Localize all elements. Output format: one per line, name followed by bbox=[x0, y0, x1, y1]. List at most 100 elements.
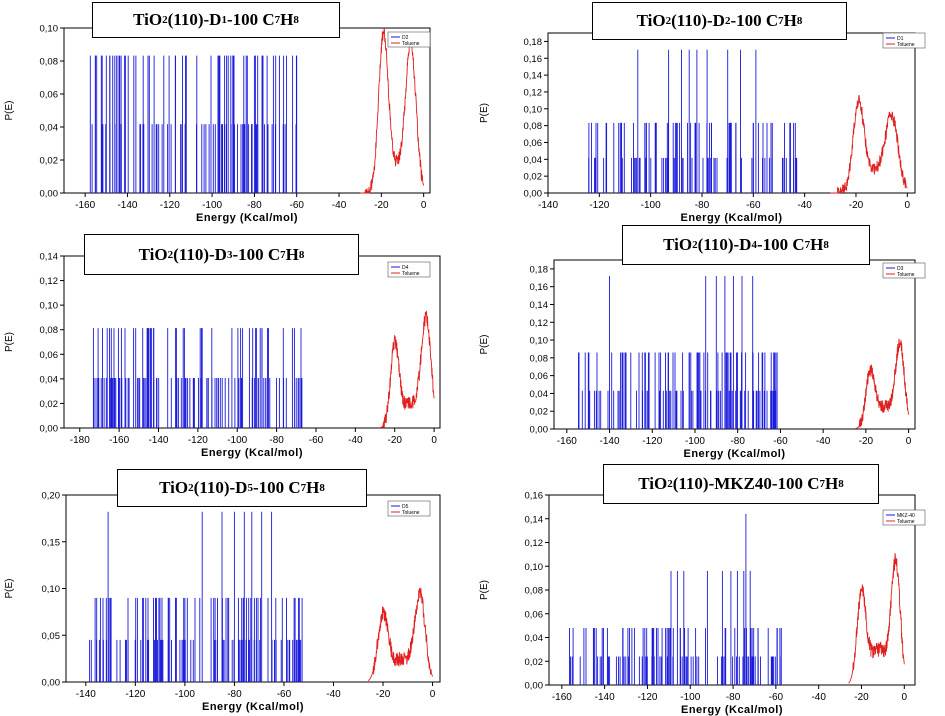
y-tick-label: 0,14 bbox=[524, 71, 543, 82]
panel-d2: -140 -120 -100 -80 -60 -40 -20 0 0,00 0,02 0,04 0,0… bbox=[475, 0, 945, 225]
title-main: TiO bbox=[138, 244, 168, 264]
title-main: (110)-D bbox=[193, 478, 248, 497]
title-sub: 8 bbox=[319, 482, 325, 494]
x-tick-label: -40 bbox=[326, 689, 341, 700]
x-tick-label: -120 bbox=[125, 689, 145, 700]
y-tick-label: 0,04 bbox=[525, 633, 544, 644]
y-tick-label: 0,06 bbox=[40, 90, 59, 101]
title-sub: 2 bbox=[692, 239, 698, 251]
panel-d5: -140 -120 -100 -80 -60 -40 -20 0 0,00 0,05 0,10 0,1… bbox=[0, 465, 470, 716]
y-tick-label: 0,08 bbox=[530, 353, 549, 364]
x-tick-label: -80 bbox=[227, 689, 242, 700]
y-tick-label: 0,10 bbox=[530, 336, 549, 347]
y-tick-label: 0,00 bbox=[40, 189, 59, 200]
title-sub: 7 bbox=[280, 248, 286, 261]
adsorbate-bars bbox=[569, 514, 782, 685]
title-main: -100 C bbox=[756, 235, 805, 254]
title-main: -100 C bbox=[730, 11, 779, 30]
y-tick-label: 0,00 bbox=[525, 681, 544, 692]
toluene-curve bbox=[854, 338, 910, 430]
x-axis-label: Energy (Kcal/mol) bbox=[196, 212, 298, 224]
legend-label: Toluene bbox=[897, 519, 915, 525]
legend-label: MKZ-40 bbox=[897, 513, 915, 519]
y-tick-label: 0,14 bbox=[530, 300, 549, 311]
x-tick-label: -60 bbox=[769, 692, 784, 703]
title-main: -100 C bbox=[232, 244, 281, 264]
x-tick-label: -40 bbox=[811, 692, 826, 703]
x-tick-label: -160 bbox=[75, 200, 95, 211]
adsorbate-bars bbox=[89, 511, 303, 682]
x-tick-label: 0 bbox=[905, 200, 911, 211]
y-tick-label: 0,16 bbox=[530, 282, 549, 293]
y-tick-label: 0,15 bbox=[42, 537, 61, 548]
y-tick-label: 0,00 bbox=[524, 189, 543, 200]
y-tick-label: 0,02 bbox=[40, 399, 59, 410]
chart-svg: -160 -140 -120 -100 -80 -60 -40 -20 0 0,00 0,02 0,0… bbox=[479, 259, 926, 460]
title-sub: 7 bbox=[778, 15, 784, 27]
title-main: -100 C bbox=[226, 10, 275, 29]
y-tick-label: 0,04 bbox=[40, 123, 59, 134]
y-tick-label: 0,00 bbox=[40, 424, 59, 435]
toluene-curve bbox=[367, 587, 434, 682]
title-sub: 8 bbox=[796, 15, 803, 27]
x-tick-label: -100 bbox=[641, 200, 661, 211]
legend-label: D3 bbox=[897, 266, 904, 272]
y-axis-label: P(E) bbox=[4, 101, 15, 121]
title-main: TiO bbox=[636, 11, 666, 30]
x-tick-label: -20 bbox=[854, 692, 869, 703]
title-sub: 7 bbox=[804, 239, 811, 251]
x-tick-label: -120 bbox=[589, 200, 609, 211]
x-tick-label: -60 bbox=[277, 689, 292, 700]
y-tick-label: 0,10 bbox=[40, 301, 59, 312]
toluene-curve bbox=[848, 553, 905, 684]
toluene-curve bbox=[379, 310, 435, 429]
title-sub: 2 bbox=[167, 248, 174, 261]
adsorbate-bars bbox=[89, 55, 298, 193]
x-tick-label: -20 bbox=[376, 689, 391, 700]
x-tick-label: -60 bbox=[773, 436, 788, 447]
y-tick-label: 0,04 bbox=[524, 155, 543, 166]
y-tick-label: 0,02 bbox=[530, 407, 549, 418]
y-tick-label: 0,10 bbox=[525, 562, 544, 573]
x-tick-label: 0 bbox=[421, 200, 427, 211]
y-tick-label: 0,12 bbox=[40, 276, 59, 287]
title-main: H bbox=[810, 235, 824, 254]
x-tick-label: -40 bbox=[816, 436, 831, 447]
y-tick-label: 0,14 bbox=[40, 252, 59, 263]
y-tick-label: 0,00 bbox=[530, 425, 549, 436]
title-sub: 8 bbox=[298, 248, 305, 261]
x-tick-label: -100 bbox=[175, 689, 195, 700]
title-sub: 3 bbox=[226, 248, 233, 261]
x-tick-label: -180 bbox=[70, 435, 90, 446]
title-main: H bbox=[285, 244, 299, 264]
x-tick-label: -20 bbox=[387, 435, 402, 446]
x-axis-label: Energy (Kcal/mol) bbox=[681, 704, 783, 716]
y-tick-label: 0,08 bbox=[40, 57, 59, 68]
y-tick-label: 0,02 bbox=[524, 172, 543, 183]
legend-label: Toluene bbox=[897, 272, 915, 278]
adsorbate-bars bbox=[588, 49, 798, 193]
chart-svg: -160 -140 -120 -100 -80 -60 -40 -20 0 0,00 0,02 0,0… bbox=[4, 24, 431, 224]
y-tick-label: 0,10 bbox=[40, 24, 59, 35]
y-tick-label: 0,10 bbox=[42, 584, 61, 595]
y-tick-label: 0,02 bbox=[525, 657, 544, 668]
legend-label: Toluene bbox=[402, 271, 420, 277]
x-tick-label: -140 bbox=[76, 689, 96, 700]
legend-label: D4 bbox=[402, 265, 409, 271]
y-tick-label: 0,12 bbox=[525, 538, 544, 549]
title-main: H bbox=[825, 474, 839, 493]
x-tick-label: -140 bbox=[117, 200, 137, 211]
x-tick-label: -140 bbox=[600, 436, 620, 447]
legend-label: D1 bbox=[897, 36, 904, 42]
title-sub: 2 bbox=[188, 482, 194, 494]
chart-svg: -160 -140 -120 -100 -80 -60 -40 -20 0 0,00 0,02 0,0… bbox=[479, 491, 926, 716]
x-tick-label: -140 bbox=[595, 692, 615, 703]
chart-svg: -180 -160 -140 -120 -100 -80 -60 -40 -20 0 0,00 0,0… bbox=[4, 252, 441, 459]
x-tick-label: 0 bbox=[430, 689, 436, 700]
x-axis-label: Energy (Kcal/mol) bbox=[201, 447, 303, 459]
